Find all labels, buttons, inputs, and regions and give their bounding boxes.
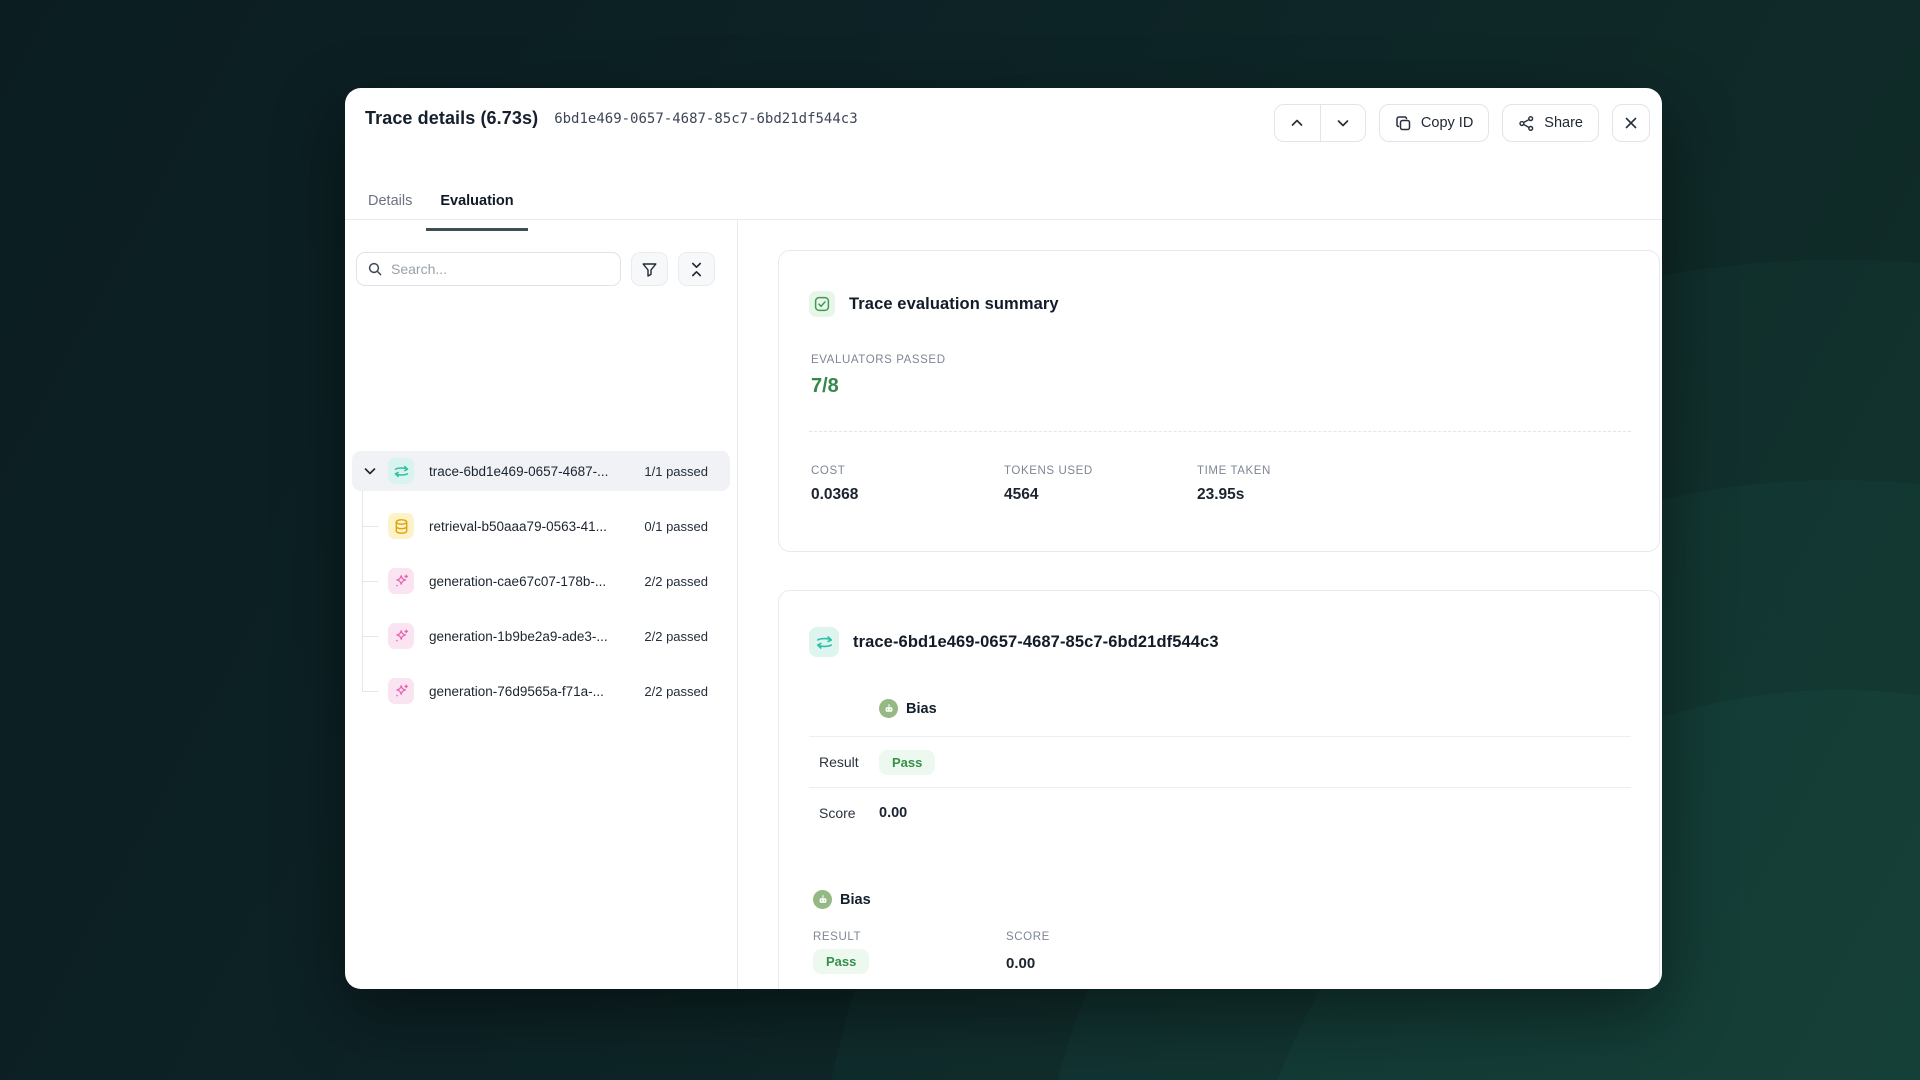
trace-id-text: 6bd1e469-0657-4687-85c7-6bd21df544c3	[554, 110, 858, 127]
search-field[interactable]	[391, 261, 591, 277]
summary-card-title: Trace evaluation summary	[849, 294, 1059, 313]
share-icon	[1518, 115, 1535, 132]
tree-row-label: generation-76d9565a-f71a-...	[429, 683, 604, 699]
tree-row-generation-3[interactable]: generation-76d9565a-f71a-... 2/2 passed	[352, 671, 730, 711]
time-taken-label: TIME TAKEN	[1197, 465, 1271, 477]
tree-row-label: generation-1b9be2a9-ade3-...	[429, 628, 608, 644]
evaluators-passed-label: EVALUATORS PASSED	[811, 354, 946, 366]
copy-id-button[interactable]: Copy ID	[1378, 104, 1490, 142]
generation-icon	[388, 568, 414, 594]
evaluators-passed-value: 7/8	[811, 375, 839, 397]
retrieval-icon	[388, 513, 414, 539]
bias-evaluator-header[interactable]: Bias	[879, 699, 1631, 718]
pass-badge: Pass	[879, 749, 936, 775]
collapse-all-button[interactable]	[678, 252, 715, 286]
tree-row-label: trace-6bd1e469-0657-4687-...	[429, 463, 609, 479]
result-label: Result	[819, 754, 859, 770]
search-icon	[367, 261, 383, 277]
previous-trace-button[interactable]	[1274, 105, 1320, 141]
cost-value: 0.0368	[811, 486, 859, 503]
bias-evaluator-icon	[813, 890, 832, 909]
time-taken-value: 23.95s	[1197, 486, 1245, 503]
tree-row-retrieval[interactable]: retrieval-b50aaa79-0563-41... 0/1 passed	[352, 506, 730, 546]
chevron-up-icon	[1289, 115, 1305, 131]
tree-row-status: 0/1 passed	[644, 518, 708, 534]
trace-tree: trace-6bd1e469-0657-4687-... 1/1 passed …	[345, 220, 737, 989]
tree-row-status: 1/1 passed	[644, 463, 708, 479]
generation-icon	[388, 623, 414, 649]
prev-next-group	[1273, 104, 1366, 142]
tree-row-status: 2/2 passed	[644, 628, 708, 644]
tab-evaluation[interactable]: Evaluation	[426, 183, 528, 231]
share-button[interactable]: Share	[1502, 104, 1599, 142]
tree-row-generation-2[interactable]: generation-1b9be2a9-ade3-... 2/2 passed	[352, 616, 730, 656]
share-label: Share	[1544, 115, 1583, 131]
trace-icon	[388, 458, 414, 484]
modal-title: Trace details (6.73s)	[365, 108, 539, 128]
copy-id-label: Copy ID	[1420, 115, 1474, 131]
tree-connector	[362, 491, 363, 691]
filter-icon	[641, 261, 658, 278]
cost-label: COST	[811, 465, 846, 477]
summary-pass-badge: Pass	[813, 949, 870, 974]
expand-chevron-icon[interactable]	[362, 463, 378, 479]
modal-header: Trace details (6.73s) 6bd1e469-0657-4687…	[345, 88, 1662, 174]
score-row: Score 0.00	[779, 788, 1659, 838]
tab-bar: Details Evaluation	[354, 183, 528, 231]
tokens-used-value: 4564	[1004, 486, 1039, 503]
trace-icon	[809, 627, 839, 657]
row-divider	[809, 787, 1631, 788]
row-divider	[809, 736, 1631, 737]
score-label: Score	[819, 805, 856, 821]
copy-icon	[1395, 115, 1412, 132]
bias-section-title: Bias	[906, 700, 937, 717]
trace-tree-sidebar: trace-6bd1e469-0657-4687-... 1/1 passed …	[345, 220, 737, 989]
tree-row-label: retrieval-b50aaa79-0563-41...	[429, 518, 607, 534]
tree-row-generation-1[interactable]: generation-cae67c07-178b-... 2/2 passed	[352, 561, 730, 601]
summary-score-value: 0.00	[1006, 955, 1036, 972]
summary-result-label: RESULT	[813, 931, 862, 943]
filter-button[interactable]	[631, 252, 668, 286]
result-row: Result Pass	[779, 737, 1659, 787]
generation-icon	[388, 678, 414, 704]
evaluation-panel: Trace evaluation summary EVALUATORS PASS…	[738, 220, 1662, 989]
next-trace-button[interactable]	[1319, 105, 1365, 141]
collapse-icon	[688, 261, 705, 278]
trace-evaluation-summary-card: Trace evaluation summary EVALUATORS PASS…	[778, 250, 1660, 552]
search-input[interactable]	[356, 252, 621, 286]
tree-row-status: 2/2 passed	[644, 683, 708, 699]
tree-row-status: 2/2 passed	[644, 573, 708, 589]
tree-row-trace[interactable]: trace-6bd1e469-0657-4687-... 1/1 passed	[352, 451, 730, 491]
trace-detail-card: trace-6bd1e469-0657-4687-85c7-6bd21df544…	[778, 590, 1660, 989]
bias-evaluator-icon	[879, 699, 898, 718]
trace-details-modal: Trace details (6.73s) 6bd1e469-0657-4687…	[345, 88, 1662, 989]
close-icon	[1623, 115, 1639, 131]
tree-row-label: generation-cae67c07-178b-...	[429, 573, 607, 589]
evaluation-check-icon	[809, 291, 835, 317]
dashed-divider	[809, 431, 1631, 432]
sidebar-divider	[737, 220, 738, 989]
chevron-down-icon	[1335, 115, 1351, 131]
tab-details[interactable]: Details	[368, 193, 413, 209]
close-button[interactable]	[1612, 104, 1650, 142]
trace-card-title: trace-6bd1e469-0657-4687-85c7-6bd21df544…	[853, 632, 1219, 651]
score-value: 0.00	[879, 805, 908, 821]
tokens-used-label: TOKENS USED	[1004, 465, 1093, 477]
bias-summary-title: Bias	[840, 891, 871, 908]
bias-summary-header: Bias	[813, 890, 1631, 909]
summary-score-label: SCORE	[1006, 931, 1050, 943]
tab-divider	[345, 219, 1662, 220]
